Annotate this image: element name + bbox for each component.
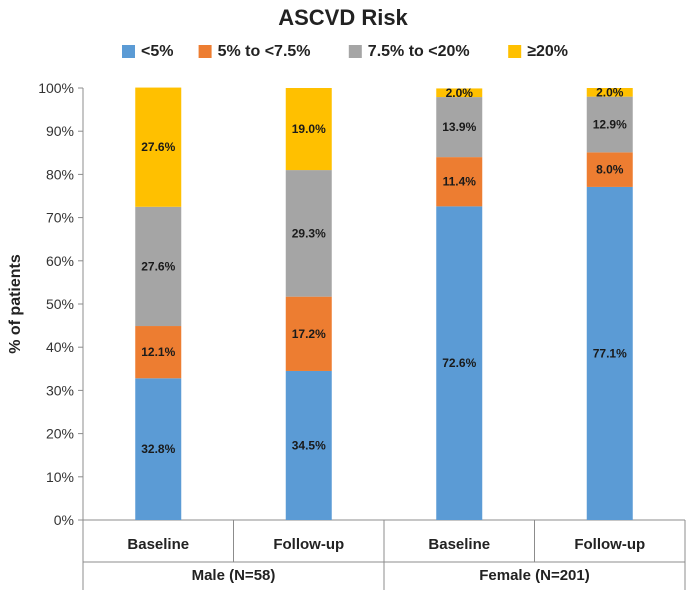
x-group-label: Female (N=201) <box>479 567 589 584</box>
y-tick-label: 80% <box>46 166 74 182</box>
data-label: 72.6% <box>442 356 476 370</box>
legend: <5% 5% to <7.5% 7.5% to <20% ≥20% <box>122 43 568 60</box>
legend-swatch <box>198 45 212 58</box>
y-tick-label: 70% <box>46 210 74 226</box>
x-category-label: Baseline <box>428 536 490 553</box>
legend-label: 7.5% to <20% <box>368 43 470 60</box>
y-tick-label: 50% <box>46 296 74 312</box>
data-label: 19.0% <box>292 122 326 136</box>
bar-segment <box>285 170 332 297</box>
bar-segment <box>436 97 483 158</box>
y-tick-label: 60% <box>46 253 74 269</box>
y-tick-label: 100% <box>38 80 74 96</box>
bar-segment <box>285 88 332 171</box>
plot-area: 0% 10% 20% 30% 40% 50% 60% 70% 80% 90% 100% 32.8% 12… <box>38 80 686 590</box>
data-label: 13.9% <box>442 120 476 134</box>
bar-segment <box>586 88 633 97</box>
bar-segment <box>586 96 633 153</box>
data-label: 8.0% <box>596 163 624 177</box>
y-tick-label: 30% <box>46 382 74 398</box>
y-axis-label: % of patients <box>7 254 24 354</box>
legend-swatch <box>348 45 362 58</box>
x-group-label: Male (N=58) <box>192 567 276 584</box>
legend-label: 5% to <7.5% <box>218 43 311 60</box>
x-category-label: Follow-up <box>273 536 344 553</box>
bar-segment <box>135 206 182 327</box>
bar-segment <box>586 186 633 521</box>
chart-title: ASCVD Risk <box>278 5 408 30</box>
data-label: 12.9% <box>593 118 627 132</box>
bar-segment <box>285 370 332 520</box>
bar-segment <box>586 152 633 187</box>
data-label: 2.0% <box>596 85 624 99</box>
x-category-label: Follow-up <box>574 536 645 553</box>
bar-segment <box>436 157 483 207</box>
data-label: 34.5% <box>292 438 326 452</box>
data-label: 27.6% <box>141 259 175 273</box>
data-label: 32.8% <box>141 442 175 456</box>
bar-segment <box>285 296 332 371</box>
legend-swatch <box>122 45 135 58</box>
y-tick-label: 0% <box>54 512 74 528</box>
bar-segment <box>135 87 182 207</box>
data-label: 12.1% <box>141 345 175 359</box>
x-category-label: Baseline <box>127 536 189 553</box>
y-tick-label: 20% <box>46 426 74 442</box>
y-tick-label: 40% <box>46 339 74 355</box>
legend-label: <5% <box>141 43 173 60</box>
data-label: 2.0% <box>446 86 474 100</box>
bar-segment <box>436 88 483 98</box>
data-label: 77.1% <box>593 346 627 360</box>
data-label: 17.2% <box>292 327 326 341</box>
data-label: 29.3% <box>292 226 326 240</box>
data-label: 11.4% <box>443 175 477 189</box>
bar-segment <box>135 326 182 379</box>
data-label: 27.6% <box>141 140 175 154</box>
y-tick-label: 10% <box>46 469 74 485</box>
y-tick-label: 90% <box>46 123 74 139</box>
bar-segment <box>135 378 182 520</box>
legend-swatch <box>508 45 522 58</box>
legend-label: ≥20% <box>527 43 568 60</box>
bar-segment <box>436 206 483 521</box>
